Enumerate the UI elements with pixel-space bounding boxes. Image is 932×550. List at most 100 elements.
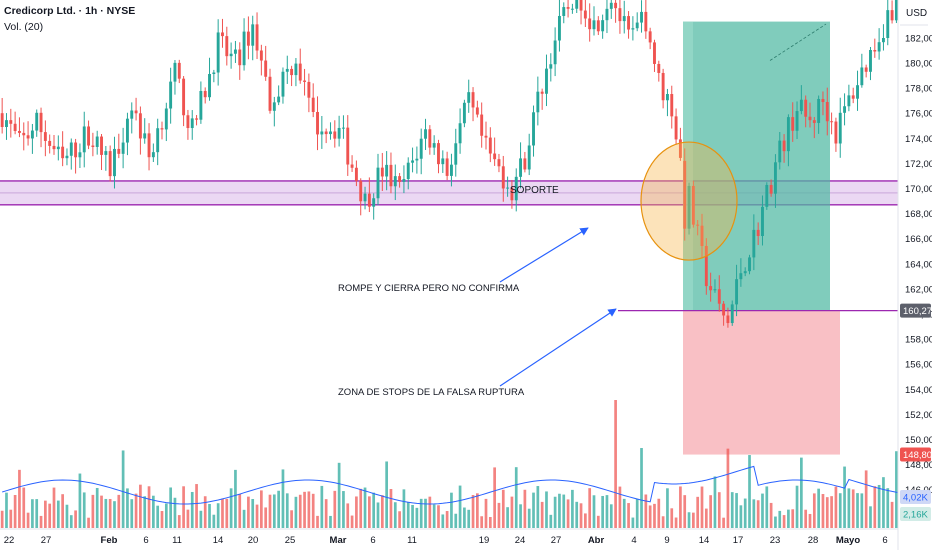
candle-body (251, 24, 255, 46)
volume-bar (260, 490, 263, 528)
volume-bar (644, 494, 648, 528)
currency-label[interactable]: USD (906, 8, 928, 19)
volume-bar (212, 514, 216, 528)
volume-bar (843, 466, 846, 528)
volume-bar (406, 502, 410, 528)
candle-body (752, 229, 756, 258)
candle-body (640, 11, 643, 23)
volume-bar (190, 491, 194, 528)
candle-body (735, 279, 739, 305)
volume-bar (609, 504, 613, 528)
volume-bar (692, 512, 695, 528)
volume-bar (346, 503, 350, 528)
price-axis-tick-label: 164,00 (905, 259, 932, 270)
candle-body (100, 136, 103, 155)
volume-bar (523, 489, 527, 528)
volume-bar (195, 484, 198, 528)
volume-bar (553, 496, 557, 528)
candle-body (704, 245, 708, 287)
candle-body (609, 2, 613, 9)
time-axis-tick-label: Abr (588, 535, 605, 546)
volume-bar (320, 485, 324, 528)
time-axis-tick-label: 22 (4, 535, 15, 546)
volume-bar (316, 515, 319, 528)
volume-bar (821, 494, 825, 528)
volume-bar (113, 501, 116, 528)
volume-bar (860, 493, 864, 528)
volume-bar (389, 489, 393, 528)
volume-indicator-label[interactable]: Vol. (20) (4, 21, 44, 33)
candle-body (39, 112, 43, 133)
volume-bar (337, 462, 341, 528)
candle-body (484, 135, 488, 138)
candle-body (359, 180, 363, 202)
volume-axis-label: 2,16K (903, 510, 928, 521)
symbol-title[interactable]: Credicorp Ltd. · 1h · NYSE (4, 5, 136, 17)
price-axis-tick-label: 150,00 (905, 435, 932, 446)
candle-body (268, 76, 272, 111)
candle-body (337, 127, 341, 139)
price-axis-tick-label: 182,00 (905, 33, 932, 44)
candle-body (627, 16, 631, 30)
volume-bar (393, 502, 397, 528)
time-axis-tick-label: 6 (143, 535, 148, 546)
volume-bar (506, 507, 509, 528)
candle-body (795, 111, 799, 131)
candle-body (748, 257, 751, 272)
overlays-layer: SOPORTE ROMPE Y CIERRA PERO NO CONFIRMA ZO… (338, 141, 738, 398)
stop-zone (683, 310, 840, 455)
support-zone-label: SOPORTE (510, 185, 559, 196)
volume-bar (56, 500, 60, 528)
candle-body (696, 224, 700, 226)
volume-bar (208, 504, 211, 528)
annotation-label: ROMPE Y CIERRA PERO NO CONFIRMA (338, 283, 520, 294)
candle-body (856, 85, 859, 99)
candle-body (225, 36, 229, 57)
candle-body (644, 11, 648, 32)
candle-body (592, 20, 596, 30)
time-axis-tick-label: 11 (172, 535, 182, 546)
volume-bar (683, 495, 687, 528)
volume-bar (268, 494, 272, 528)
candle-body (130, 110, 134, 119)
volume-bar (717, 492, 721, 528)
time-axis-tick-label: 4 (631, 535, 636, 546)
volume-bar (329, 515, 332, 528)
volume-bar (294, 496, 298, 528)
candle-body (277, 96, 281, 103)
volume-bar (160, 511, 164, 528)
candle-body (665, 94, 669, 101)
volume-moving-average (2, 465, 901, 505)
volume-bar (653, 503, 656, 528)
candle-body (363, 193, 367, 202)
candle-body (786, 117, 790, 152)
candle-body (717, 289, 721, 304)
volume-bar (415, 507, 419, 528)
candle-body (713, 289, 717, 291)
volume-badge (900, 507, 931, 521)
volume-bar (501, 489, 505, 528)
volume-bar (877, 484, 881, 528)
volume-bar (739, 505, 743, 528)
candle-body (0, 113, 4, 128)
candle-body (821, 98, 825, 103)
candle-body (48, 140, 52, 146)
candle-body (9, 120, 13, 124)
candle-body (212, 72, 216, 74)
candle-body (635, 22, 639, 29)
time-axis-tick-label: 27 (41, 535, 52, 546)
time-axis-tick-label: 14 (699, 535, 710, 546)
volume-bar (186, 509, 190, 528)
candle-body (17, 130, 21, 133)
volume-bar (886, 488, 890, 528)
volume-bar (277, 490, 280, 528)
volume-bar (765, 486, 769, 528)
volume-bar (774, 516, 777, 528)
volume-bar (566, 499, 570, 528)
price-axis-tick-label: 148,00 (905, 460, 932, 471)
volume-bar (627, 503, 630, 528)
volume-bar (385, 461, 388, 528)
price-axis-tick-label: 166,00 (905, 234, 932, 245)
